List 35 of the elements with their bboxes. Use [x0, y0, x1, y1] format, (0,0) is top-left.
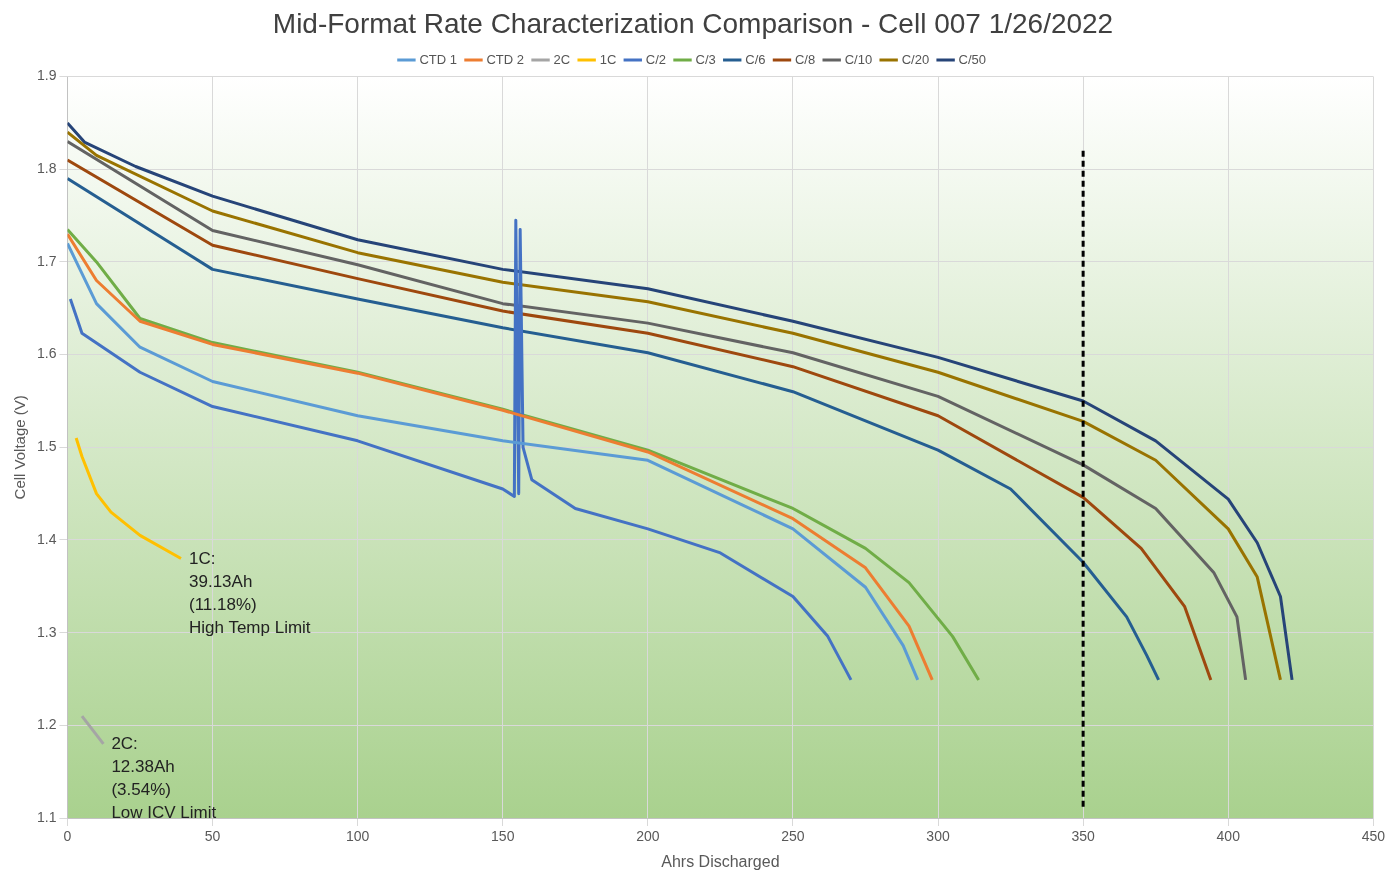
- annotation: 1C: 39.13Ah (11.18%) High Temp Limit: [189, 548, 311, 637]
- x-tick-label: 200: [636, 828, 660, 845]
- legend-label: 1C: [599, 51, 617, 67]
- legend-label: C/8: [794, 51, 816, 67]
- legend-label: C/50: [958, 51, 987, 67]
- annotation: 2C: 12.38Ah (3.54%) Low ICV Limit: [111, 734, 217, 823]
- x-tick-label: 400: [1216, 828, 1241, 845]
- legend-label: C/10: [844, 51, 873, 67]
- x-tick-label: 250: [781, 828, 805, 845]
- y-axis-title: Cell Voltage (V): [11, 395, 29, 500]
- y-tick-label: 1.8: [36, 160, 57, 177]
- legend-label: C/2: [645, 51, 667, 67]
- y-tick-label: 1.4: [36, 530, 57, 547]
- x-tick-label: 50: [204, 828, 221, 845]
- legend-label: C/6: [745, 51, 766, 67]
- chart-title: Mid-Format Rate Characterization Comparison - Cell 007 1/26/2022: [272, 7, 1114, 39]
- x-tick-label: 0: [63, 828, 72, 845]
- y-tick-label: 1.7: [36, 252, 57, 269]
- y-tick-label: 1.3: [36, 623, 57, 640]
- y-tick-label: 1.6: [36, 345, 57, 362]
- legend-label: C/3: [695, 51, 716, 67]
- y-tick-label: 1.9: [36, 67, 57, 84]
- x-axis-title: Ahrs Discharged: [661, 852, 780, 870]
- legend-label: CTD 2: [486, 51, 525, 67]
- x-tick-label: 100: [345, 828, 370, 845]
- y-tick-label: 1.2: [36, 716, 57, 733]
- x-tick-label: 350: [1071, 828, 1096, 845]
- x-tick-label: 150: [491, 828, 515, 845]
- x-tick-label: 450: [1361, 828, 1386, 845]
- x-tick-label: 300: [926, 828, 950, 845]
- y-tick-label: 1.5: [36, 438, 57, 455]
- legend-label: 2C: [553, 51, 571, 67]
- y-tick-label: 1.1: [36, 808, 57, 825]
- legend-label: CTD 1: [419, 51, 457, 67]
- legend-label: C/20: [901, 51, 930, 67]
